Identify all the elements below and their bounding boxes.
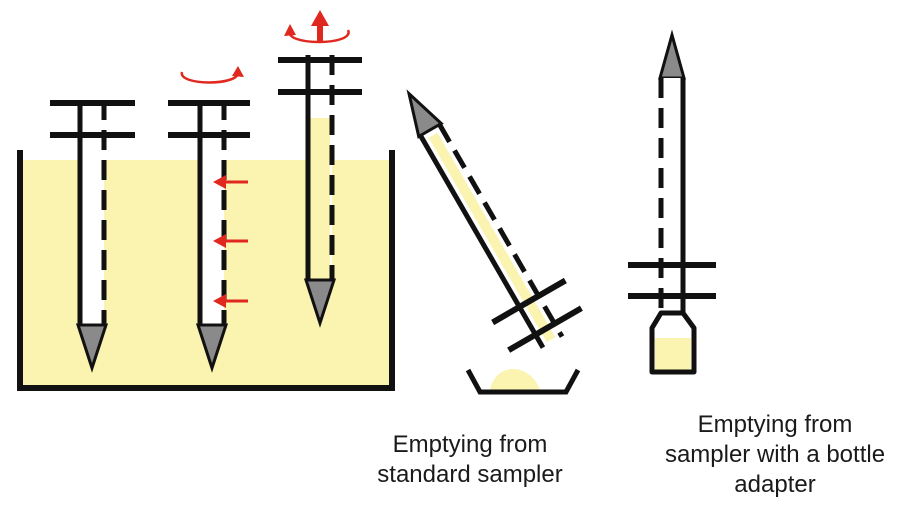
inflow-arrow [213,175,248,189]
sampler-inserted [50,100,135,373]
caption-line: sampler with a bottle [664,441,886,468]
caption-standard-sampler: Emptying from standard sampler [340,430,600,490]
rotate-arrow [180,71,240,84]
handle-bar-top [491,277,567,326]
sampler-tip [75,323,109,373]
sampler-rotating [168,66,250,373]
bottle-sample [655,338,691,370]
sampler-with-bottle-adapter [628,29,716,375]
tray-sample [490,369,540,390]
caption-line: Emptying from [697,411,853,438]
sample-fill [310,118,330,280]
caption-bottle-adapter: Emptying from sampler with a bottle adap… [630,410,920,500]
inflow-arrow [213,234,248,248]
sampler-withdrawing [278,10,362,328]
sampler-emptying-standard [406,89,583,353]
caption-line: adapter [734,471,816,498]
collection-tray [465,368,581,395]
inflow-arrow [213,294,248,308]
caption-line: standard sampler [377,461,563,488]
sample-fill [428,132,556,343]
sampler-tip [658,29,686,80]
caption-line: Emptying from [392,431,548,458]
sampler-tip [303,278,337,328]
sampler-tube [661,78,683,313]
sampler-tip [195,323,229,373]
tray-outline [465,368,581,395]
container-outline [17,150,395,391]
handle-bar-bottom [507,305,583,353]
sampler-tip [406,89,444,139]
